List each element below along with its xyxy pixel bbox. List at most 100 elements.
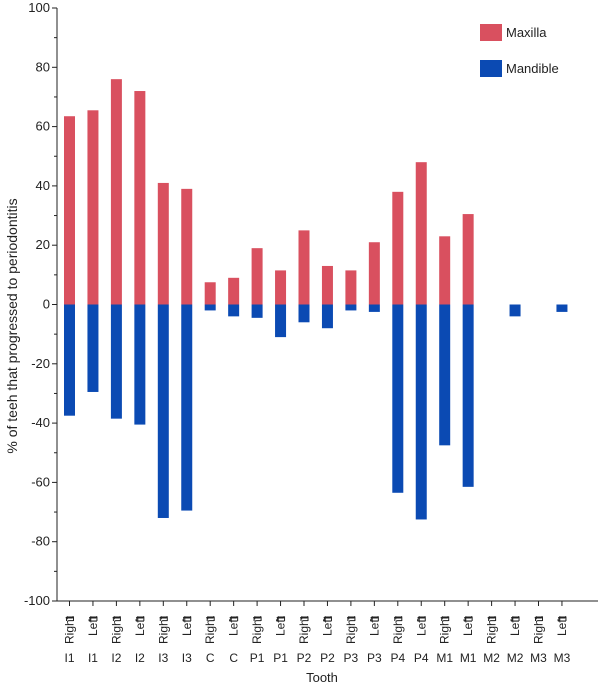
y-tick-label: 60	[36, 119, 50, 134]
legend-label-mandible: Mandible	[506, 61, 559, 76]
bar-mandible-c-right	[204, 304, 216, 311]
x-tooth-label: I2	[135, 651, 145, 665]
x-tooth-label: P3	[367, 651, 382, 665]
x-side-label: Left	[86, 615, 100, 636]
x-bracket	[66, 616, 74, 621]
x-bracket	[183, 616, 192, 621]
bar-maxilla-i3-right	[157, 182, 169, 305]
x-bracket	[136, 616, 145, 621]
bar-mandible-i1-right	[64, 304, 75, 416]
bar-maxilla-p3-right	[345, 270, 357, 305]
x-side-label: Left	[461, 615, 475, 636]
x-bracket	[112, 616, 121, 621]
x-side-label: Right	[297, 615, 311, 644]
bar-mandible-m1-right	[439, 304, 451, 446]
legend: Maxilla Mandible	[480, 24, 559, 77]
x-tooth-label: I2	[111, 651, 121, 665]
x-tooth-label: P4	[414, 651, 429, 665]
bar-mandible-m2-left	[509, 304, 521, 317]
bar-mandible-i2-right	[110, 304, 122, 419]
legend-swatch-maxilla	[480, 24, 502, 41]
y-tick-label: 20	[36, 237, 50, 252]
x-side-label: Right	[203, 615, 217, 644]
x-side-label: Right	[485, 615, 499, 644]
bar-maxilla-c-right	[204, 282, 216, 305]
bar-maxilla-i1-left	[87, 110, 99, 305]
x-bracket	[417, 616, 426, 621]
x-tooth-label: P2	[297, 651, 312, 665]
x-side-label: Left	[367, 615, 381, 636]
x-side-label: Left	[555, 615, 569, 636]
bar-maxilla-m1-right	[439, 236, 451, 305]
x-side-label: Right	[532, 615, 546, 644]
x-axis-title: Tooth	[306, 670, 338, 685]
x-side-label: Right	[109, 615, 123, 644]
bar-mandible-p2-right	[298, 304, 310, 323]
bar-maxilla-p4-left	[415, 162, 427, 305]
x-axis: Right I1 Left I1 Right I2 Left I2 Right I3 Left I3 R…	[57, 600, 598, 665]
x-bracket	[488, 616, 497, 621]
y-tick-label: -40	[31, 415, 50, 430]
x-tooth-label: I3	[158, 651, 168, 665]
bar-maxilla-i2-right	[110, 79, 122, 305]
bar-mandible-c-left	[228, 304, 240, 317]
x-bracket	[370, 616, 379, 621]
x-tooth-label: I1	[64, 651, 74, 665]
bar-maxilla-p2-left	[321, 265, 333, 305]
x-side-label: Right	[63, 615, 77, 644]
y-tick-label: -100	[24, 593, 50, 608]
y-tick-label: 40	[36, 178, 50, 193]
x-tooth-label: C	[229, 651, 238, 665]
x-side-label: Left	[133, 615, 147, 636]
x-side-label: Left	[274, 615, 288, 636]
legend-label-maxilla: Maxilla	[506, 25, 547, 40]
bar-mandible-i3-right	[157, 304, 169, 518]
bar-maxilla-m1-left	[462, 214, 474, 305]
x-bracket	[159, 616, 168, 621]
x-bracket	[535, 616, 543, 621]
x-tooth-label: M3	[554, 651, 571, 665]
x-tooth-label: M2	[507, 651, 524, 665]
x-bracket	[253, 616, 262, 621]
x-side-label: Left	[227, 615, 241, 636]
x-bracket	[394, 616, 403, 621]
bar-maxilla-i2-left	[134, 91, 146, 305]
x-tooth-label: P1	[273, 651, 288, 665]
y-axis-title: % of teeh that progressed to periodontit…	[4, 198, 20, 453]
x-bracket	[89, 616, 98, 621]
x-bracket	[277, 616, 286, 621]
x-tooth-label: M1	[436, 651, 453, 665]
bars-group	[64, 79, 568, 520]
bar-mandible-p4-left	[415, 304, 427, 520]
bar-mandible-p2-left	[321, 304, 333, 329]
x-tooth-label: M3	[530, 651, 547, 665]
x-bracket	[230, 616, 239, 621]
legend-swatch-mandible	[480, 60, 502, 77]
x-tooth-label: P3	[344, 651, 359, 665]
y-tick-label: -60	[31, 474, 50, 489]
bar-mandible-i2-left	[134, 304, 146, 425]
x-bracket	[511, 616, 520, 621]
x-side-label: Right	[156, 615, 170, 644]
x-tooth-label: C	[206, 651, 215, 665]
x-tooth-label: P2	[320, 651, 335, 665]
y-tick-label: -20	[31, 356, 50, 371]
x-bracket	[300, 616, 309, 621]
x-tooth-label: I3	[182, 651, 192, 665]
bar-mandible-p1-right	[251, 304, 263, 318]
bar-maxilla-i1-right	[64, 116, 75, 305]
bar-maxilla-p3-left	[368, 242, 380, 305]
y-axis: -100 -80 -60 -40 -20 0 20 40 60 80 100	[24, 0, 58, 608]
x-bracket	[206, 616, 215, 621]
bar-maxilla-p1-left	[275, 270, 287, 305]
x-tooth-label: M1	[460, 651, 477, 665]
x-side-label: Right	[438, 615, 452, 644]
x-side-label: Left	[508, 615, 522, 636]
x-tooth-label: P4	[390, 651, 405, 665]
y-tick-label: 0	[43, 297, 50, 312]
x-tooth-label: I1	[88, 651, 98, 665]
bar-maxilla-i3-left	[181, 188, 193, 305]
x-side-label: Right	[250, 615, 264, 644]
y-tick-label: 100	[28, 0, 50, 15]
